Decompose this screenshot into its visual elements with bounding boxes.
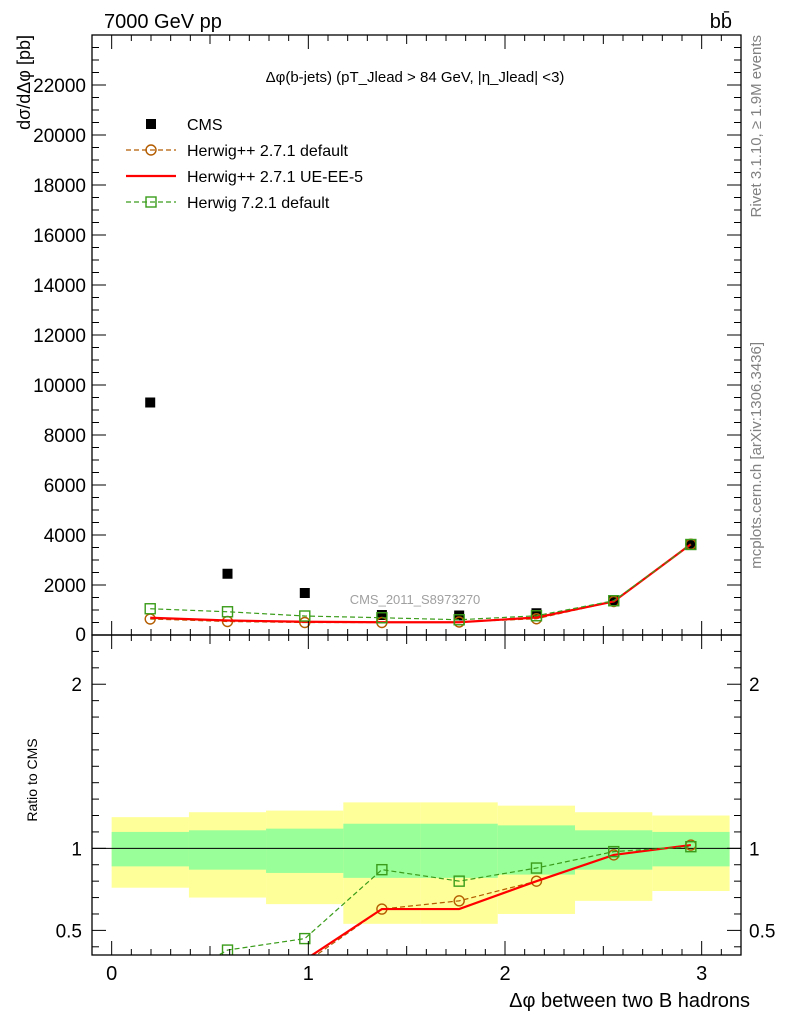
inner-uncertainty-band <box>420 823 498 878</box>
x-tick-label: 3 <box>696 963 707 985</box>
ratio-point <box>530 875 543 887</box>
series-cms <box>145 397 696 621</box>
y-tick-label: 2000 <box>44 576 86 597</box>
series-herwig-2-7-1-ue-ee-5 <box>150 543 692 624</box>
side-label-bottom: mcplots.cern.ch [arXiv:1306.3436] <box>748 342 765 569</box>
ratio-point <box>145 989 155 999</box>
ratio-line <box>310 843 691 955</box>
data-point <box>145 397 156 408</box>
legend-label: Herwig++ 2.7.1 default <box>187 143 349 160</box>
ratio-y-tick-label: 1 <box>71 839 82 860</box>
legend-entry-herwig-7-2-1-default: Herwig 7.2.1 default <box>126 195 330 212</box>
ratio-y-tick-label: 0.5 <box>56 921 82 942</box>
data-point <box>221 606 234 618</box>
ratio-point <box>299 932 311 945</box>
ratio-point <box>145 996 155 1006</box>
ratio-y-tick-label: 2 <box>71 675 82 696</box>
legend-label: Herwig++ 2.7.1 UE-EE-5 <box>187 169 363 186</box>
data-point <box>144 603 156 615</box>
ratio-y-tick-label-right: 1 <box>749 839 760 860</box>
legend-label: CMS <box>187 117 223 134</box>
energy-label: 7000 GeV pp <box>104 11 222 33</box>
y-tick-label: 6000 <box>44 476 86 497</box>
data-point <box>454 610 465 621</box>
ratio-point <box>221 944 234 955</box>
series-herwig-2-7-1-default <box>144 538 697 629</box>
inner-uncertainty-band <box>497 825 576 875</box>
ratio-point <box>608 845 620 858</box>
side-label-top: Rivet 3.1.10, ≥ 1.9M events <box>748 35 765 218</box>
y-tick-label: 20000 <box>33 126 86 147</box>
y-tick-label: 16000 <box>33 226 86 247</box>
watermark: CMS_2011_S8973270 <box>350 592 481 607</box>
ratio-point <box>453 875 465 887</box>
ratio-point <box>453 895 465 907</box>
legend-entry-herwig-2-7-1-default: Herwig++ 2.7.1 default <box>126 143 349 160</box>
inner-uncertainty-band <box>188 830 267 870</box>
ratio-panel: 0.5 0.5 1 1 2 2 0 1 2 3 Ratio to CMS Δφ between t… <box>24 634 775 1012</box>
main-panel: 2000 4000 6000 8000 10000 12000 14000 16000 1800… <box>14 34 742 646</box>
ratio-line <box>217 846 691 955</box>
ratio-series-herwig-7-2-1-default <box>145 840 697 999</box>
data-point <box>453 614 465 626</box>
ratio-point <box>223 971 233 981</box>
x-axis-label: Δφ between two B hadrons <box>509 990 750 1012</box>
series-herwig-7-2-1-default <box>144 538 697 626</box>
process-label: bb̄ <box>710 10 732 33</box>
y-tick-label: 22000 <box>33 76 86 97</box>
legend-entry-cms: CMS <box>146 117 223 134</box>
series-line <box>150 543 692 624</box>
y-tick-label: 0 <box>75 625 86 646</box>
legend-marker <box>145 144 157 156</box>
data-point <box>299 588 310 598</box>
ratio-point <box>376 863 388 876</box>
ratio-y-tick-label-right: 2 <box>749 675 760 696</box>
data-point <box>530 610 543 622</box>
ratio-y-axis-label: Ratio to CMS <box>24 738 40 821</box>
inner-uncertainty-band <box>266 828 344 873</box>
ratio-panel-frame <box>91 634 742 956</box>
ratio-point <box>685 840 697 853</box>
ratio-y-tick-label-right: 0.5 <box>749 921 775 942</box>
ratio-point <box>530 862 543 874</box>
legend-marker <box>146 119 156 129</box>
y-tick-label: 12000 <box>33 326 86 347</box>
series-line <box>150 544 692 621</box>
y-tick-label: 4000 <box>44 526 86 547</box>
x-tick-label: 1 <box>303 963 314 985</box>
data-point <box>376 612 388 624</box>
data-point <box>222 568 233 579</box>
x-tick-label: 2 <box>499 963 510 985</box>
ratio-series-herwig-2-7-1-ue-ee-5 <box>310 843 691 955</box>
y-axis-label: dσ/dΔφ [pb] <box>14 35 34 130</box>
y-tick-label: 18000 <box>33 176 86 197</box>
legend-marker <box>145 196 157 208</box>
data-point <box>685 538 697 551</box>
legend-entry-herwig-2-7-1-ue-ee-5: Herwig++ 2.7.1 UE-EE-5 <box>126 169 363 186</box>
data-point <box>376 610 387 620</box>
data-point <box>608 595 620 607</box>
inner-uncertainty-band <box>111 831 189 867</box>
chart-title: Δφ(b-jets) (pT_Jlead > 84 GeV, |η_Jlead|… <box>266 69 565 86</box>
y-tick-label: 14000 <box>33 276 86 297</box>
y-tick-label: 8000 <box>44 426 86 447</box>
data-point <box>299 610 311 622</box>
legend: CMS Herwig++ 2.7.1 default Herwig++ 2.7.1 … <box>126 117 363 212</box>
series-line <box>150 543 692 624</box>
x-tick-label: 0 <box>106 963 117 985</box>
ratio-line <box>315 844 691 955</box>
y-tick-label: 10000 <box>33 376 86 397</box>
legend-label: Herwig 7.2.1 default <box>187 195 330 212</box>
inner-uncertainty-band <box>343 823 421 878</box>
